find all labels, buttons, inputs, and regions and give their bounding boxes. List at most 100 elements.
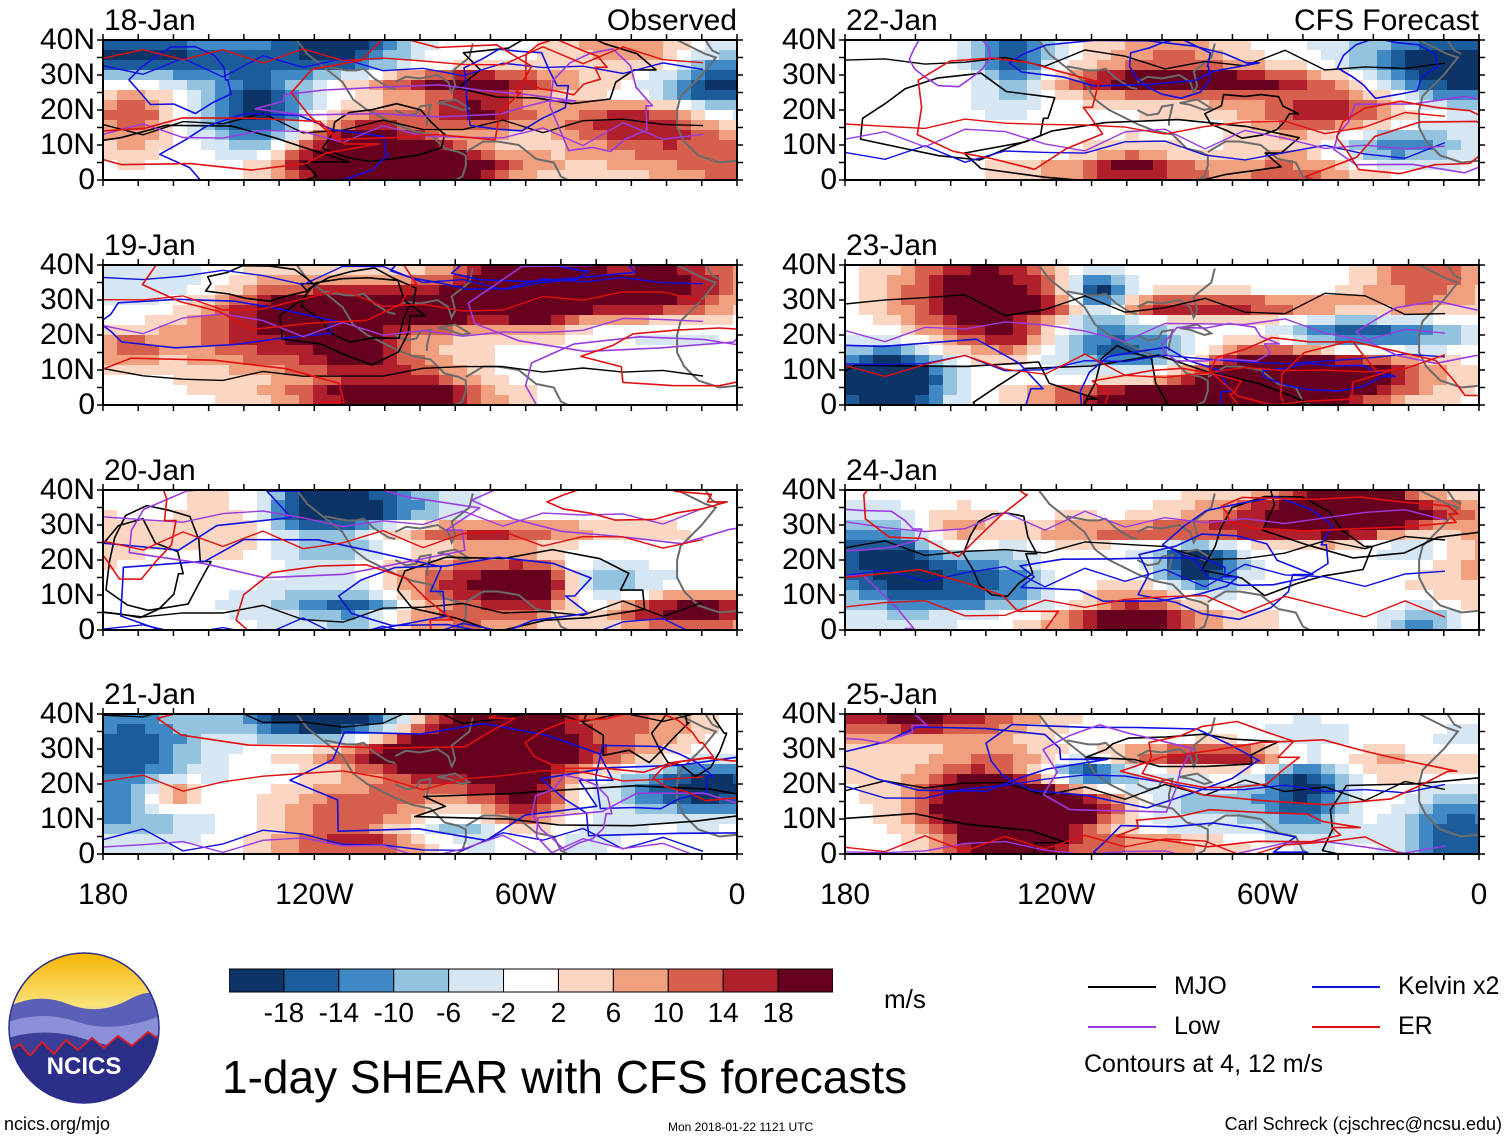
shear-cell: [677, 600, 692, 611]
shear-cell: [607, 724, 622, 735]
shear-cell: [929, 295, 944, 306]
shear-cell: [369, 744, 384, 755]
shear-cell: [481, 335, 496, 346]
shear-cell: [663, 70, 678, 81]
shear-cell: [915, 305, 930, 316]
shear-cell: [467, 834, 482, 845]
shear-cell: [159, 275, 174, 286]
shear-cell: [327, 365, 342, 376]
shear-cell: [1139, 385, 1154, 396]
shear-cell: [1069, 365, 1084, 376]
shear-cell: [957, 160, 972, 171]
shear-cell: [425, 375, 440, 386]
shear-cell: [691, 385, 706, 396]
shear-cell: [1209, 315, 1224, 326]
shear-cell: [957, 500, 972, 511]
shear-cell: [1447, 570, 1462, 581]
shear-cell: [201, 50, 216, 61]
shear-cell: [271, 40, 286, 51]
shear-cell: [1461, 385, 1476, 396]
shear-cell: [593, 80, 608, 91]
shear-cell: [1447, 385, 1462, 396]
shear-cell: [733, 150, 737, 161]
shear-cell: [439, 345, 454, 356]
shear-cell: [1335, 490, 1350, 501]
shear-cell: [383, 724, 398, 735]
shear-cell: [271, 130, 286, 141]
shear-cell: [341, 794, 356, 805]
shear-cell: [1433, 60, 1448, 71]
shear-cell: [1041, 295, 1056, 306]
shear-cell: [159, 355, 174, 366]
shear-cell: [327, 90, 342, 101]
shear-cell: [173, 335, 188, 346]
shear-cell: [229, 714, 244, 725]
shear-cell: [649, 570, 664, 581]
shear-cell: [845, 335, 860, 346]
shear-cell: [103, 814, 118, 825]
shear-cell: [635, 170, 650, 180]
shear-cell: [1069, 265, 1084, 276]
shear-cell: [117, 600, 132, 611]
shear-cell: [1195, 345, 1210, 356]
shear-cell: [103, 60, 118, 71]
shear-cell: [159, 285, 174, 296]
shear-cell: [341, 335, 356, 346]
shear-cell: [537, 610, 552, 621]
shear-cell: [1377, 570, 1392, 581]
shear-cell: [579, 560, 594, 571]
shear-cell: [1461, 170, 1476, 180]
shear-cell: [453, 40, 468, 51]
shear-cell: [663, 764, 678, 775]
shear-cell: [187, 510, 202, 521]
shear-cell: [453, 744, 468, 755]
shear-cell: [1447, 520, 1462, 531]
shear-cell: [1405, 600, 1420, 611]
shear-cell: [1377, 500, 1392, 511]
shear-cell: [1083, 140, 1098, 151]
shear-cell: [1391, 610, 1406, 621]
shear-cell: [705, 160, 720, 171]
shear-cell: [509, 540, 524, 551]
shear-cell: [733, 60, 737, 71]
shear-cell: [369, 395, 384, 405]
shear-cell: [663, 734, 678, 745]
coastline: [1037, 40, 1209, 180]
shear-cell: [677, 734, 692, 745]
shear-cell: [467, 734, 482, 745]
shear-cell: [1181, 120, 1196, 131]
shear-cell: [481, 345, 496, 356]
shear-cell: [341, 90, 356, 101]
shear-cell: [1083, 150, 1098, 161]
shear-cell: [1251, 345, 1266, 356]
shear-cell: [649, 560, 664, 571]
shear-cell: [467, 570, 482, 581]
shear-cell: [1167, 80, 1182, 91]
shear-cell: [1251, 295, 1266, 306]
shear-cell: [131, 590, 146, 601]
shear-cell: [173, 110, 188, 121]
shear-cell: [145, 520, 160, 531]
shear-cell: [159, 530, 174, 541]
shear-cell: [103, 490, 118, 501]
shear-cell: [313, 40, 328, 51]
shear-cell: [1279, 540, 1294, 551]
shear-cell: [145, 50, 160, 61]
shear-cell: [327, 385, 342, 396]
shear-cell: [901, 345, 916, 356]
shear-cell: [397, 285, 412, 296]
shear-cell: [1251, 170, 1266, 180]
shear-cell: [719, 560, 734, 571]
shear-cell: [635, 355, 650, 366]
shear-cell: [1055, 520, 1070, 531]
shear-cell: [1195, 150, 1210, 161]
shear-cell: [1153, 580, 1168, 591]
shear-cell: [733, 325, 737, 336]
shear-cell: [607, 530, 622, 541]
shear-cell: [1377, 100, 1392, 111]
shear-cell: [1447, 305, 1462, 316]
shear-cell: [1083, 610, 1098, 621]
shear-cell: [327, 610, 342, 621]
shear-cell: [1391, 560, 1406, 571]
shear-cell: [1279, 90, 1294, 101]
